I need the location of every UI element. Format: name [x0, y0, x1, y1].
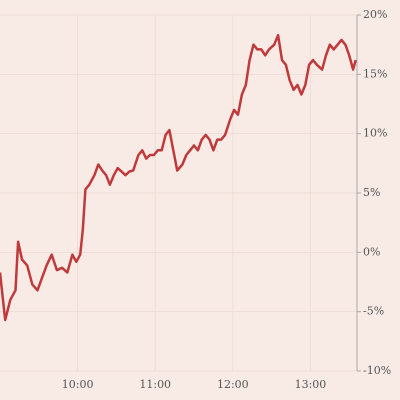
- y-tick-label: 10%: [363, 127, 387, 140]
- y-tick-label: 0%: [363, 245, 380, 258]
- y-tick-label: -10%: [363, 364, 391, 377]
- y-tick-label: 5%: [363, 186, 380, 199]
- y-tick-label: 15%: [363, 67, 387, 80]
- x-tick-label: 10:00: [62, 378, 94, 391]
- x-tick-label: 13:00: [295, 378, 327, 391]
- x-tick-label: 11:00: [139, 378, 171, 391]
- y-tick-label: -5%: [363, 305, 384, 318]
- price-line: [0, 33, 357, 322]
- y-tick-label: 20%: [363, 8, 387, 21]
- x-tick-label: 12:00: [217, 378, 249, 391]
